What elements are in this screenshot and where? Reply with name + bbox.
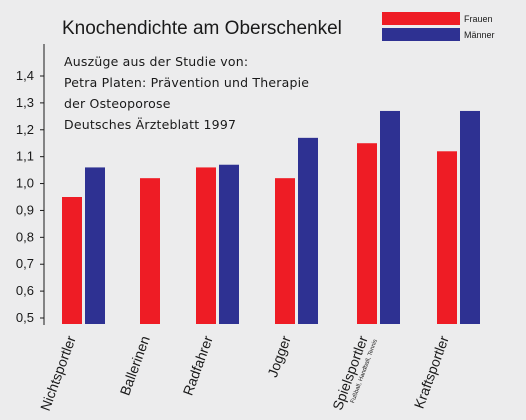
bar-maenner-jogger — [298, 137, 318, 324]
bar-maenner-spielsportler — [380, 110, 400, 324]
x-category-label: Jogger — [264, 333, 294, 379]
y-tick-label: 1,2 — [16, 122, 34, 137]
bar-frauen-nichtsportler — [62, 197, 82, 324]
legend-label-maenner: Männer — [464, 30, 495, 40]
bar-maenner-nichtsportler — [85, 167, 105, 324]
annotation-line: der Osteoporose — [64, 96, 171, 111]
y-tick-label: 0,9 — [16, 202, 34, 217]
legend-label-frauen: Frauen — [464, 14, 493, 24]
y-axis-ticks: 0,5 0,6 0,7 0,8 0,9 1,0 1,1 1,2 1,3 1,4 — [16, 68, 44, 325]
legend-swatch-frauen — [382, 12, 460, 25]
y-tick-label: 0,5 — [16, 310, 34, 325]
annotation-line: Petra Platen: Prävention und Therapie — [64, 75, 309, 90]
x-category-label: Radfahrer — [179, 333, 215, 397]
y-tick-label: 1,4 — [16, 68, 34, 83]
bar-frauen-ballerinen — [140, 178, 160, 324]
legend: Frauen Männer — [382, 12, 495, 41]
y-tick-label: 0,7 — [16, 256, 34, 271]
annotation: Auszüge aus der Studie von: Petra Platen… — [64, 54, 309, 132]
annotation-line: Auszüge aus der Studie von: — [64, 54, 248, 69]
bar-maenner-radfahrer — [219, 164, 239, 324]
bar-maenner-kraftsportler — [460, 110, 480, 324]
y-tick-label: 1,0 — [16, 176, 34, 191]
chart-title: Knochendichte am Oberschenkel — [62, 18, 342, 39]
y-tick-label: 1,3 — [16, 95, 34, 110]
y-tick-label: 0,8 — [16, 229, 34, 244]
x-category-label: Ballerinen — [116, 334, 152, 398]
y-tick-label: 0,6 — [16, 283, 34, 298]
annotation-line: Deutsches Ärzteblatt 1997 — [64, 117, 236, 132]
x-category-label: Nichtsportler — [37, 333, 79, 413]
bar-frauen-jogger — [275, 178, 295, 324]
legend-swatch-maenner — [382, 28, 460, 41]
bars — [62, 110, 480, 324]
bar-frauen-radfahrer — [196, 167, 216, 324]
x-axis-labels: Nichtsportler Ballerinen Radfahrer Jogger Sp… — [37, 333, 452, 413]
bar-frauen-kraftsportler — [437, 151, 457, 324]
y-tick-label: 1,1 — [16, 149, 34, 164]
bar-frauen-spielsportler — [357, 143, 377, 324]
x-category-label: Kraftsportler — [411, 333, 452, 410]
